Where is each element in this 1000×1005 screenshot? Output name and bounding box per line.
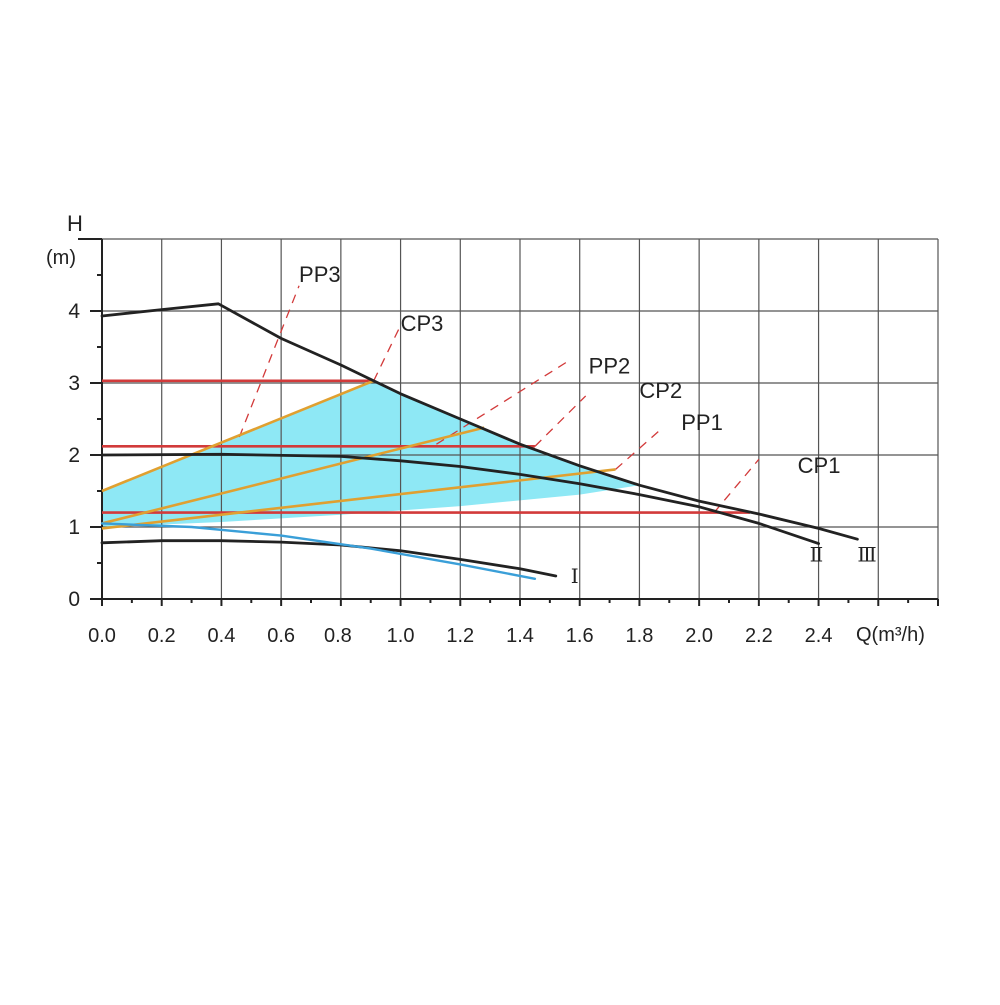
dashed-guide-cp2 xyxy=(534,395,587,447)
proportional-pressure-line-pp3 xyxy=(101,379,375,493)
dashed-guide-pp1 xyxy=(615,429,661,470)
y-tick-label: 2 xyxy=(68,444,80,467)
speed-curve-label: Ⅱ xyxy=(810,545,824,567)
y-tick-label: 4 xyxy=(68,300,80,323)
speed-curve-label: Ⅲ xyxy=(857,545,876,567)
x-tick-label: 1.4 xyxy=(506,625,534,647)
axes: 0.0 0.2 0.4 0.6 0.8 1.0 1.2 1.4 1.6 1.8 2.0 2.2 2.4 0… xyxy=(68,238,939,647)
speed-curve-label: Ⅰ xyxy=(571,566,579,588)
mode-label-cp1: CP1 xyxy=(798,453,841,478)
y-axis-unit: (m) xyxy=(46,247,76,269)
x-tick-label: 1.8 xyxy=(626,625,654,647)
x-tick-label: 2.4 xyxy=(805,625,833,647)
x-tick-label: 0.8 xyxy=(324,625,352,647)
proportional-pressure-lines xyxy=(101,379,616,530)
mode-label-cp3: CP3 xyxy=(401,311,444,336)
mode-label-cp2: CP2 xyxy=(639,378,682,403)
x-tick-label: 0.6 xyxy=(267,625,295,647)
x-tick-label: 0.4 xyxy=(208,625,236,647)
constant-pressure-lines xyxy=(102,379,750,514)
dashed-guide-cp3 xyxy=(373,325,402,382)
mode-label-pp2: PP2 xyxy=(589,354,631,379)
mode-label-pp1: PP1 xyxy=(681,410,723,435)
x-axis-title: Q(m³/h) xyxy=(856,624,925,646)
x-tick-label: 1.6 xyxy=(566,625,594,647)
speed-curve-line-3 xyxy=(100,302,859,541)
x-tick-label: 2.0 xyxy=(685,625,713,647)
x-tick-label: 0.0 xyxy=(88,625,116,647)
dashed-guide-pp2 xyxy=(436,360,569,445)
dashed-guide-cp1 xyxy=(713,458,760,514)
x-tick-label: 1.0 xyxy=(387,625,415,647)
dashed-guide-pp3 xyxy=(238,285,300,438)
y-tick-label: 0 xyxy=(68,588,80,611)
x-tick-label: 0.2 xyxy=(148,625,176,647)
y-tick-label: 1 xyxy=(68,516,80,539)
y-axis-title: H xyxy=(67,211,83,236)
proportional-pressure-line-pp1 xyxy=(101,468,616,530)
y-tick-label: 3 xyxy=(68,372,80,395)
mode-label-pp3: PP3 xyxy=(299,262,341,287)
dashed-guides xyxy=(238,285,760,514)
proportional-pressure-line-pp2 xyxy=(101,426,485,525)
speed-curves xyxy=(100,302,859,580)
x-tick-label: 2.2 xyxy=(745,625,773,647)
speed-curve-line-2 xyxy=(100,452,820,545)
x-tick-label: 1.2 xyxy=(446,625,474,647)
blue-curve-line xyxy=(100,522,537,580)
annotations: PP3 CP3 PP2 CP2 PP1 CP1 Ⅰ Ⅱ Ⅲ xyxy=(299,262,877,588)
